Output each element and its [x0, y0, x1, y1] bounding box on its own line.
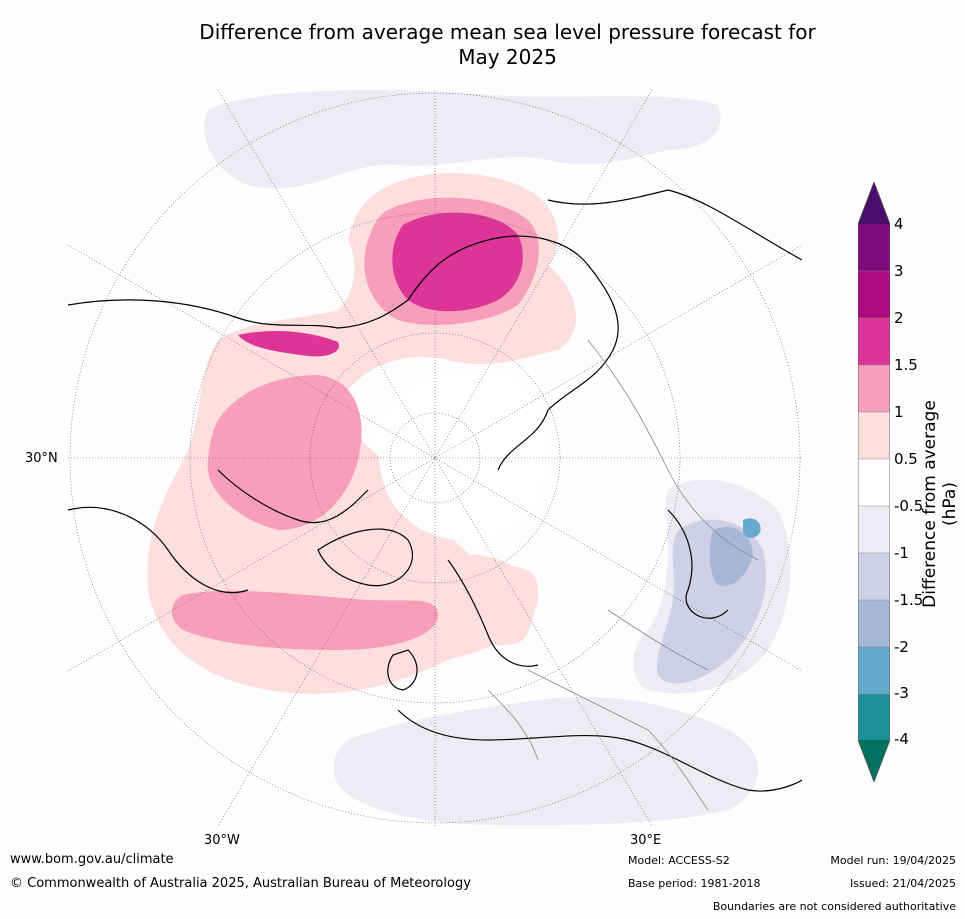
colorbar-label-1.5: 1.5 [894, 356, 918, 374]
colorbar-extend-bottom [858, 740, 890, 782]
colorbar-label-0.5: 0.5 [894, 450, 918, 468]
footer-model-run: Model run: 19/04/2025 [830, 854, 956, 867]
anomaly--1-to--0.5-europe [333, 696, 758, 826]
colorbar-bin-1-1.5 [858, 365, 890, 412]
anomaly-shading [147, 90, 791, 826]
colorbar-bin-2-3 [858, 271, 890, 318]
coastlines [68, 189, 802, 792]
map-canvas [68, 90, 802, 826]
title-line-2: May 2025 [458, 45, 557, 69]
colorbar-label--3: -3 [894, 684, 909, 702]
map-title: Difference from average mean sea level p… [120, 20, 895, 70]
colorbar-label--0.5: -0.5 [894, 497, 924, 515]
colorbar-bin--4--3 [858, 694, 890, 740]
negative-anomaly-patch-top [204, 90, 721, 189]
colorbar-label--1: -1 [894, 544, 909, 562]
anomaly-1.5-2-band [238, 330, 339, 357]
colorbar-bin-3-4 [858, 224, 890, 271]
footer-base-period: Base period: 1981-2018 [628, 877, 761, 890]
footer-model: Model: ACCESS-S2 [628, 854, 730, 867]
colorbar-label--2: -2 [894, 638, 909, 656]
footer-issued: Issued: 21/04/2025 [849, 877, 956, 890]
lon-tick-30w: 30°W [204, 833, 240, 848]
graticule [68, 90, 802, 826]
colorbar [858, 182, 890, 782]
footer-website: www.bom.gov.au/climate [10, 852, 174, 867]
anomaly-1-1.5-atlantic [171, 590, 438, 650]
arctic-neutral-core [379, 374, 542, 540]
lat-tick-30n: 30°N [25, 451, 58, 466]
anomaly--3-to--2-asia [743, 518, 761, 538]
colorbar-label-2: 2 [894, 309, 904, 327]
footer-copyright: © Commonwealth of Australia 2025, Austra… [10, 876, 471, 891]
colorbar-label-1: 1 [894, 403, 904, 421]
anomaly-1-1.5-canada [207, 375, 362, 530]
colorbar-bin--1--0.5 [858, 506, 890, 553]
footer-disclaimer: Boundaries are not considered authoritat… [712, 900, 956, 913]
colorbar-bin--2--1.5 [858, 600, 890, 647]
polar-map [68, 90, 802, 826]
anomaly--2-to--1.5-asia [709, 526, 753, 586]
colorbar-label--4: -4 [894, 730, 909, 748]
colorbar-label--1.5: -1.5 [894, 591, 924, 609]
colorbar-bin-1.5-2 [858, 318, 890, 365]
colorbar-bin--1.5--1 [858, 553, 890, 600]
colorbar-bin-neutral [858, 459, 890, 506]
lon-tick-30e: 30°E [630, 833, 662, 848]
colorbar-label-4: 4 [894, 215, 904, 233]
anomaly-1.5-2-bering [392, 212, 523, 312]
anomaly-0.5-1-scandinavia [444, 554, 534, 646]
colorbar-extend-top [858, 182, 890, 224]
colorbar-bin-0.5-1 [858, 412, 890, 459]
colorbar-bin--3--2 [858, 647, 890, 694]
country-boundaries [487, 339, 759, 811]
colorbar-label-3: 3 [894, 262, 904, 280]
colorbar-title: Difference from average (hPa) [920, 400, 960, 608]
title-line-1: Difference from average mean sea level p… [199, 20, 816, 44]
